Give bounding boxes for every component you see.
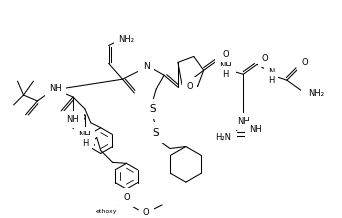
- Text: H: H: [82, 139, 88, 148]
- Text: O: O: [123, 194, 130, 203]
- Text: O: O: [186, 82, 193, 91]
- Text: H: H: [222, 70, 229, 79]
- Text: O: O: [301, 58, 308, 67]
- Text: NH₂: NH₂: [308, 89, 325, 98]
- Text: NH: NH: [249, 125, 262, 134]
- Text: O: O: [123, 192, 130, 201]
- Text: NH: NH: [49, 84, 62, 93]
- Text: NH: NH: [67, 115, 79, 124]
- Text: O: O: [143, 208, 149, 217]
- Text: S: S: [153, 128, 159, 138]
- Text: NH: NH: [219, 62, 232, 71]
- Text: N: N: [143, 62, 150, 71]
- Text: H: H: [268, 76, 274, 85]
- Text: N: N: [268, 68, 274, 77]
- Text: NH: NH: [237, 117, 250, 126]
- Text: ethoxy: ethoxy: [96, 209, 117, 214]
- Text: NH: NH: [79, 131, 91, 140]
- Text: H₂N: H₂N: [215, 133, 232, 142]
- Text: O: O: [222, 50, 229, 59]
- Text: O: O: [262, 54, 268, 63]
- Text: S: S: [149, 104, 156, 114]
- Text: NH₂: NH₂: [119, 35, 134, 44]
